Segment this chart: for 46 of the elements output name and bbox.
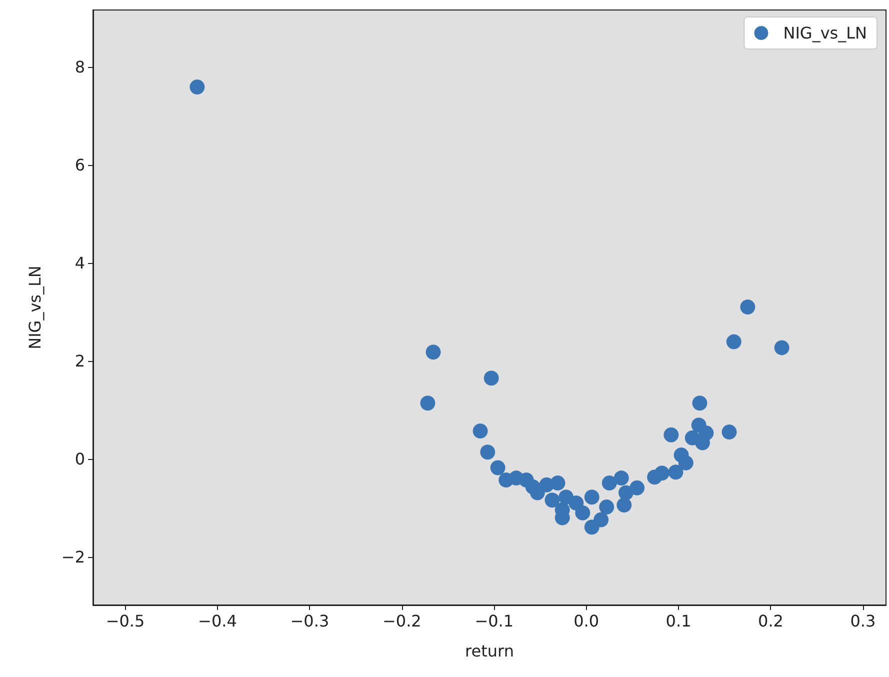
x-tick-label: −0.1 (474, 612, 514, 630)
point (678, 455, 694, 470)
y-tick-label: 6 (74, 155, 85, 174)
point (480, 444, 496, 460)
point (664, 427, 679, 442)
point (544, 492, 560, 508)
point (490, 460, 506, 476)
point (568, 496, 584, 511)
point (584, 490, 600, 505)
point (616, 498, 632, 513)
point (722, 424, 737, 440)
point (599, 499, 614, 514)
point (695, 435, 710, 450)
point (740, 300, 756, 315)
x-tick-label: −0.4 (198, 612, 237, 630)
point (614, 470, 629, 486)
y-tick-label: 0 (74, 449, 85, 468)
x-tick-label: −0.5 (106, 612, 145, 630)
point (484, 370, 499, 386)
point (584, 520, 600, 535)
y-tick-label: 2 (74, 351, 85, 370)
point (692, 396, 708, 411)
x-axis-title: return (465, 642, 514, 660)
x-tick-label: 0.1 (666, 612, 692, 630)
legend-label: NIG_vs_LN (783, 24, 868, 42)
point (525, 479, 540, 494)
point (774, 340, 790, 356)
x-tick-label: 0.2 (758, 612, 784, 630)
y-axis-title: NIG_vs_LN (26, 266, 44, 350)
point (726, 334, 742, 350)
point (426, 344, 441, 360)
point (472, 424, 488, 439)
x-tick-label: −0.3 (290, 612, 330, 630)
x-tick-label: 0.3 (850, 612, 876, 630)
x-tick-label: 0.0 (574, 612, 600, 630)
y-tick-label: 8 (74, 57, 85, 76)
point (498, 472, 514, 488)
point (190, 79, 205, 94)
point (602, 475, 617, 490)
point (618, 485, 634, 500)
point (668, 464, 684, 480)
x-tick-label: −0.2 (382, 612, 422, 630)
y-tick-label: −2 (61, 547, 85, 566)
point (647, 470, 662, 485)
y-tick-label: 4 (74, 253, 85, 272)
point (420, 396, 436, 411)
